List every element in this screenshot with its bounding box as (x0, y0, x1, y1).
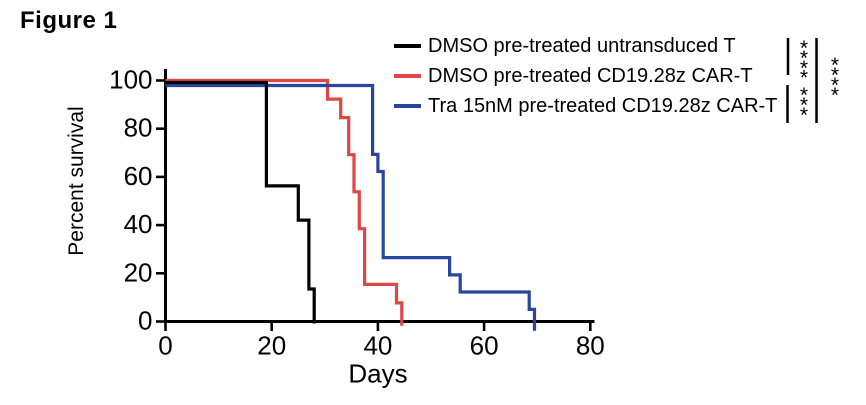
significance-star: * (800, 67, 808, 90)
survival-curve-0 (165, 80, 316, 324)
x-tick-label: 20 (257, 331, 286, 361)
legend-label-1: DMSO pre-treated CD19.28z CAR-T (428, 65, 753, 87)
legend-item-0: DMSO pre-treated untransduced T (394, 31, 777, 61)
legend-label-2: Tra 15nM pre-treated CD19.28z CAR-T (428, 95, 778, 117)
legend-swatch-0 (394, 44, 421, 48)
legend-swatch-1 (394, 74, 421, 78)
significance-star: * (800, 47, 808, 70)
significance-star: * (831, 74, 839, 97)
legend-swatch-2 (394, 104, 421, 108)
y-tick-label: 0 (138, 306, 152, 336)
significance-star: * (831, 64, 839, 87)
x-tick-label: 0 (158, 331, 172, 361)
y-tick-label: 20 (124, 257, 153, 287)
significance-star: * (800, 57, 808, 80)
survival-curve-1 (165, 78, 404, 326)
significance-star: * (800, 94, 808, 117)
legend: DMSO pre-treated untransduced T DMSO pre-… (394, 31, 777, 121)
legend-label-0: DMSO pre-treated untransduced T (428, 35, 736, 57)
x-tick-label: 60 (470, 331, 499, 361)
survival-curve-2 (165, 83, 537, 331)
significance-star: * (831, 54, 839, 77)
y-tick-label: 60 (124, 161, 153, 191)
x-tick-label: 40 (363, 331, 392, 361)
significance-star: * (831, 84, 839, 107)
x-tick-label: 80 (576, 331, 605, 361)
y-tick-label: 100 (109, 65, 152, 95)
y-tick-label: 80 (124, 113, 153, 143)
figure-title: Figure 1 (20, 7, 118, 34)
significance-star: * (800, 104, 808, 127)
legend-item-2: Tra 15nM pre-treated CD19.28z CAR-T (394, 91, 777, 121)
legend-item-1: DMSO pre-treated CD19.28z CAR-T (394, 61, 777, 91)
significance-star: * (800, 37, 808, 60)
y-tick-label: 40 (124, 209, 153, 239)
x-axis-label: Days (348, 358, 408, 389)
significance-star: * (800, 84, 808, 107)
